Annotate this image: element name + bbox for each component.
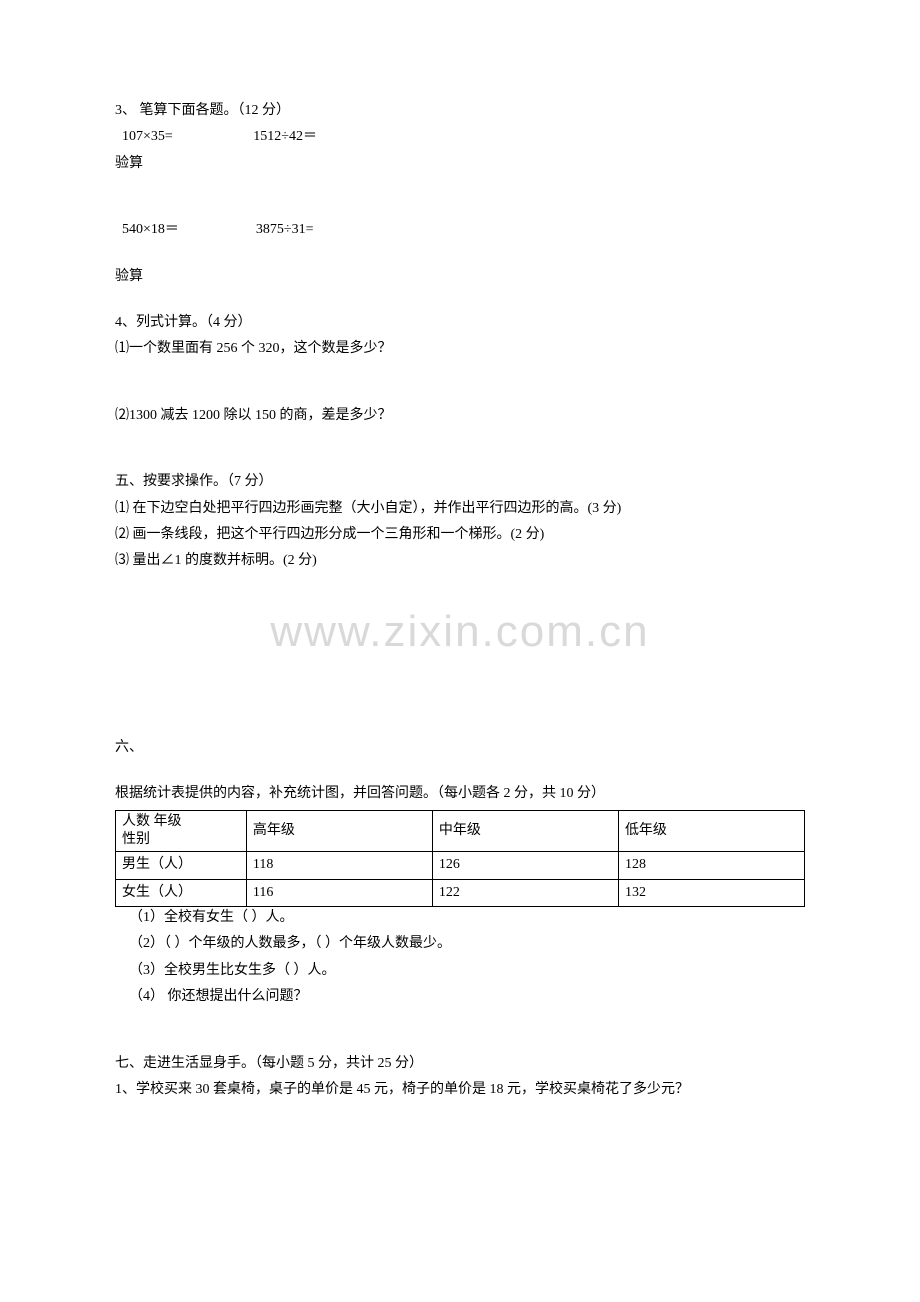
q6-item2: （2）（ ）个年级的人数最多，（ ）个年级人数最少。: [115, 933, 805, 955]
q5-item3: ⑶ 量出∠1 的度数并标明。(2 分): [115, 550, 805, 572]
spacer: [115, 292, 805, 312]
table-cell: 122: [432, 879, 618, 906]
table-cell: 126: [432, 852, 618, 879]
spacer: [115, 763, 805, 783]
table-cell: 116: [246, 879, 432, 906]
q6-subtitle: 根据统计表提供的内容，补充统计图，并回答问题。（每小题各 2 分，共 10 分）: [115, 783, 805, 805]
q5-item2: ⑵ 画一条线段，把这个平行四边形分成一个三角形和一个梯形。(2 分): [115, 524, 805, 546]
table-cell: 132: [618, 879, 804, 906]
table-cell: 118: [246, 852, 432, 879]
q3-check2: 验算: [115, 266, 805, 288]
q3-row2: 540×18＝ 3875÷31=: [115, 219, 805, 241]
spacer: [115, 365, 805, 405]
table-row: 男生（人） 118 126 128: [116, 852, 805, 879]
spacer: [115, 246, 805, 266]
q6-item4: （4） 你还想提出什么问题？: [115, 986, 805, 1008]
spacer: [115, 677, 805, 737]
q7-title: 七、走进生活显身手。（每小题 5 分，共计 25 分）: [115, 1053, 805, 1075]
table-header-col: 中年级: [432, 810, 618, 851]
spacer: [115, 1013, 805, 1053]
table-row-label: 男生（人）: [116, 852, 247, 879]
stats-table: 人数 年级 性别 高年级 中年级 低年级 男生（人） 118 126 128 女…: [115, 810, 805, 907]
table-header-col: 低年级: [618, 810, 804, 851]
spacer: [115, 179, 805, 219]
q4-item1: ⑴一个数里面有 256 个 320，这个数是多少？: [115, 338, 805, 360]
header-bottom: 性别: [122, 831, 240, 849]
q3-title: 3、 笔算下面各题。（12 分）: [115, 100, 805, 122]
table-row: 女生（人） 116 122 132: [116, 879, 805, 906]
q6-title: 六、: [115, 737, 805, 759]
q3-row1: 107×35= 1512÷42＝: [115, 126, 805, 148]
table-row: 人数 年级 性别 高年级 中年级 低年级: [116, 810, 805, 851]
table-cell: 128: [618, 852, 804, 879]
spacer: [115, 431, 805, 471]
q7-item1: 1、学校买来 30 套桌椅，桌子的单价是 45 元，椅子的单价是 18 元，学校…: [115, 1079, 805, 1101]
q3-check1: 验算: [115, 153, 805, 175]
table-header-corner: 人数 年级 性别: [116, 810, 247, 851]
q5-title: 五、按要求操作。（7 分）: [115, 471, 805, 493]
header-top: 人数 年级: [122, 813, 240, 831]
q4-item2: ⑵1300 减去 1200 除以 150 的商，差是多少？: [115, 405, 805, 427]
q6-item1: （1）全校有女生（ ）人。: [115, 907, 805, 929]
q6-item3: （3）全校男生比女生多（ ）人。: [115, 960, 805, 982]
table-header-col: 高年级: [246, 810, 432, 851]
q4-title: 4、列式计算。（4 分）: [115, 312, 805, 334]
table-row-label: 女生（人）: [116, 879, 247, 906]
watermark-text: www.zixin.com.cn: [115, 577, 805, 677]
q5-item1: ⑴ 在下边空白处把平行四边形画完整（大小自定），并作出平行四边形的高。(3 分): [115, 498, 805, 520]
